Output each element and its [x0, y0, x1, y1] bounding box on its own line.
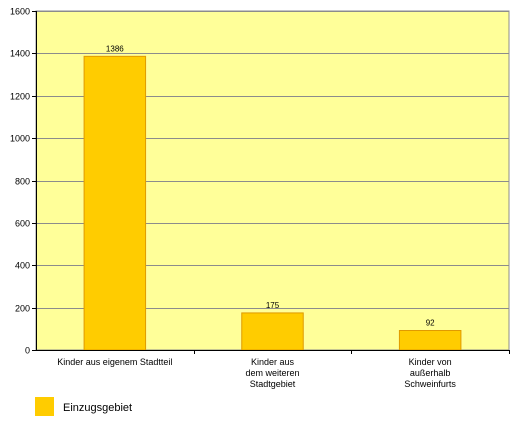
x-axis-categories: Kinder aus eigenem Stadtteil Kinder aus de…	[57, 350, 510, 389]
y-tick-label-800: 800	[15, 177, 30, 187]
y-tick-label-400: 400	[15, 261, 30, 271]
data-labels: 1386 175 92	[106, 44, 435, 327]
legend-label: Einzugsgebiet	[63, 402, 132, 414]
bars	[83, 55, 462, 351]
y-tick-label-600: 600	[15, 219, 30, 229]
legend-swatch	[35, 397, 54, 416]
y-tick-label-1200: 1200	[10, 92, 30, 102]
category-label-0: Kinder aus eigenem Stadtteil	[57, 357, 172, 367]
bar-2	[398, 330, 462, 351]
category-label-line: außerhalb	[410, 368, 451, 378]
y-tick-label-1400: 1400	[10, 49, 30, 59]
category-label-line: Schweinfurts	[404, 379, 456, 389]
legend: Einzugsgebiet	[35, 397, 132, 416]
bar-0	[83, 55, 147, 351]
category-label-line: dem weiteren	[245, 368, 299, 378]
category-label-1: Kinder aus dem weiteren Stadtgebiet	[245, 357, 299, 389]
data-label-1: 175	[266, 301, 280, 310]
category-label-line: Kinder aus	[251, 357, 295, 367]
data-label-0: 1386	[106, 44, 124, 53]
category-label-line: Kinder aus eigenem Stadtteil	[57, 357, 172, 367]
category-label-line: Kinder von	[409, 357, 452, 367]
category-label-line: Stadtgebiet	[250, 379, 296, 389]
y-tick-label-1000: 1000	[10, 134, 30, 144]
y-tick-label-1600: 1600	[10, 7, 30, 17]
y-axis-ticks: 0 200 400 600 800 1000 1200 1400 1600	[10, 7, 36, 356]
y-tick-label-200: 200	[15, 304, 30, 314]
y-tick-label-0: 0	[25, 346, 30, 356]
bar-1	[241, 312, 304, 351]
data-label-2: 92	[426, 319, 435, 328]
category-label-2: Kinder von außerhalb Schweinfurts	[404, 357, 456, 389]
